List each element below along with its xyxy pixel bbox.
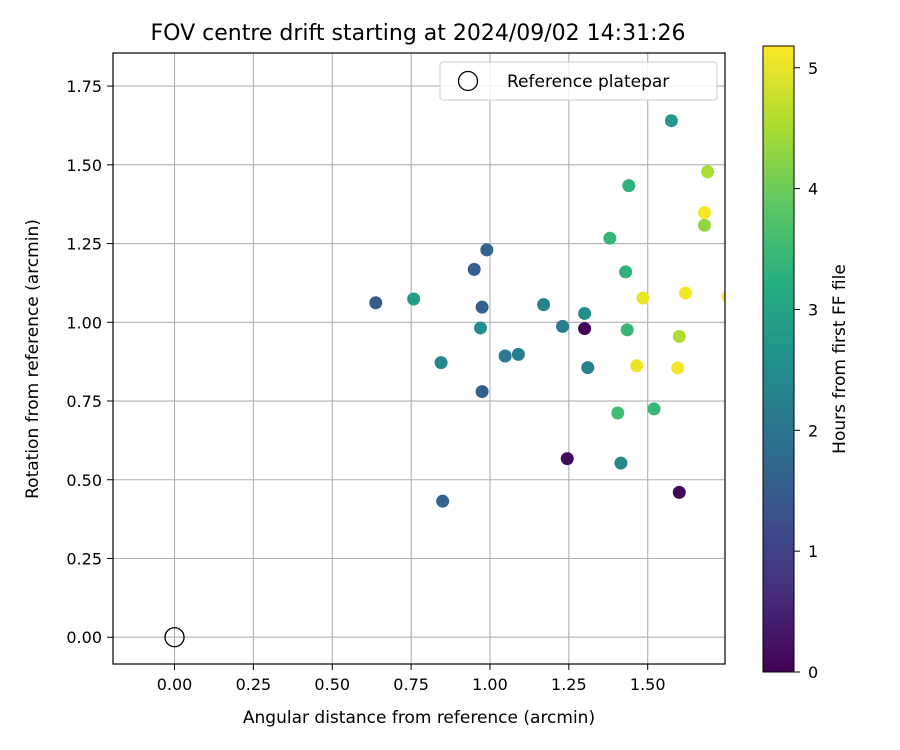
data-point bbox=[619, 265, 633, 279]
legend-box bbox=[439, 61, 718, 101]
colorbar-tick-label: 1 bbox=[808, 542, 818, 561]
colorbar-tick-label: 0 bbox=[808, 663, 818, 682]
colorbar-tick-label: 3 bbox=[808, 300, 818, 319]
data-point bbox=[498, 349, 512, 363]
data-point bbox=[622, 179, 636, 193]
grid bbox=[113, 53, 725, 664]
data-point bbox=[436, 494, 450, 508]
data-point bbox=[603, 231, 617, 245]
plot-frame bbox=[112, 52, 726, 665]
data-point bbox=[511, 347, 525, 361]
data-point bbox=[701, 165, 715, 179]
data-point bbox=[407, 292, 421, 306]
data-point bbox=[369, 296, 383, 310]
data-point bbox=[620, 323, 634, 337]
x-axis-ticks: 0.00 0.25 0.50 0.75 1.00 1.25 1.50 bbox=[157, 664, 666, 694]
data-point bbox=[697, 206, 711, 220]
data-point bbox=[672, 329, 686, 343]
y-axis-ticks: 0.00 0.25 0.50 0.75 1.00 1.25 1.50 1.75 bbox=[66, 77, 113, 647]
data-point bbox=[721, 290, 725, 303]
data-point bbox=[581, 361, 595, 375]
colorbar: 0 1 2 3 4 5 Hours from first FF file bbox=[762, 45, 850, 682]
x-tick-label: 1.50 bbox=[630, 675, 666, 694]
data-point bbox=[578, 322, 592, 336]
colorbar-tick-label: 4 bbox=[808, 180, 818, 199]
legend: Reference platepar bbox=[439, 61, 718, 101]
data-point bbox=[630, 359, 644, 373]
data-point bbox=[671, 361, 685, 375]
data-point bbox=[614, 456, 628, 470]
data-point bbox=[664, 114, 678, 128]
y-tick-label: 1.75 bbox=[66, 77, 102, 96]
y-tick-label: 0.75 bbox=[66, 392, 102, 411]
colorbar-ticks: 0 1 2 3 4 5 bbox=[794, 59, 818, 682]
legend-label: Reference platepar bbox=[507, 72, 669, 92]
data-point bbox=[611, 406, 625, 420]
data-point bbox=[647, 402, 661, 416]
data-point bbox=[672, 485, 686, 499]
data-point bbox=[475, 385, 489, 399]
data-point bbox=[467, 262, 481, 276]
colorbar-gradient bbox=[762, 45, 795, 673]
y-tick-label: 1.50 bbox=[66, 156, 102, 175]
colorbar-tick-label: 2 bbox=[808, 421, 818, 440]
y-tick-label: 0.00 bbox=[66, 628, 102, 647]
x-tick-label: 0.25 bbox=[236, 675, 272, 694]
y-tick-label: 1.25 bbox=[66, 235, 102, 254]
data-point bbox=[578, 306, 592, 320]
chart-title: FOV centre drift starting at 2024/09/02 … bbox=[151, 21, 686, 46]
data-point bbox=[560, 452, 574, 466]
reference-marker-group bbox=[164, 627, 185, 648]
data-point bbox=[636, 291, 650, 305]
y-axis-label: Rotation from reference (arcmin) bbox=[23, 219, 43, 499]
x-tick-label: 0.75 bbox=[393, 675, 429, 694]
data-point bbox=[474, 321, 488, 335]
x-tick-label: 0.00 bbox=[157, 675, 193, 694]
data-points bbox=[369, 114, 725, 508]
x-tick-label: 1.25 bbox=[551, 675, 587, 694]
x-tick-label: 0.50 bbox=[314, 675, 350, 694]
legend-marker-open-circle bbox=[457, 70, 479, 92]
data-point bbox=[434, 356, 448, 370]
data-point bbox=[480, 243, 494, 257]
y-tick-label: 0.50 bbox=[66, 471, 102, 490]
data-point bbox=[537, 298, 551, 312]
reference-platepar-marker bbox=[164, 627, 185, 648]
data-point bbox=[475, 300, 489, 314]
data-point bbox=[679, 286, 693, 300]
x-axis-label: Angular distance from reference (arcmin) bbox=[243, 708, 595, 728]
data-point bbox=[556, 319, 570, 333]
x-tick-label: 1.00 bbox=[472, 675, 508, 694]
data-point bbox=[697, 218, 711, 232]
y-tick-label: 0.25 bbox=[66, 549, 102, 568]
y-tick-label: 1.00 bbox=[66, 313, 102, 332]
colorbar-tick-label: 5 bbox=[808, 59, 818, 78]
colorbar-label: Hours from first FF file bbox=[830, 264, 850, 454]
